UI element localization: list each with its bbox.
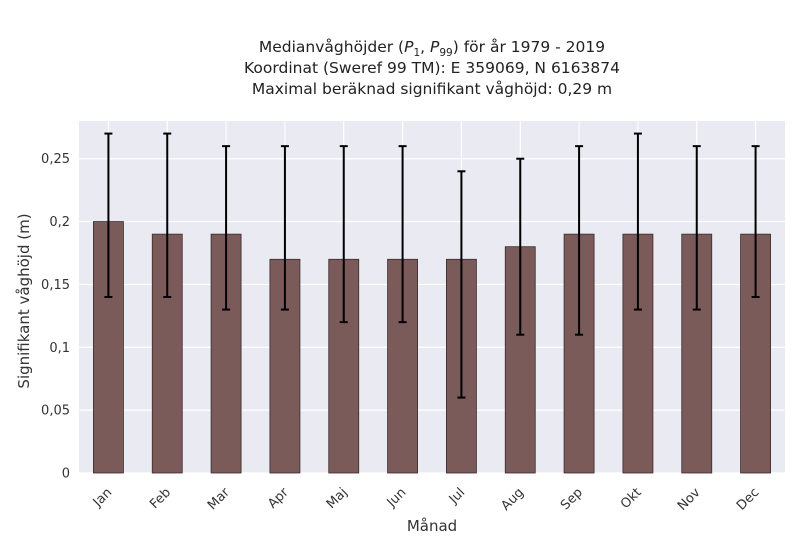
x-tick-label: Jun <box>384 485 410 511</box>
title-line-3: Maximal beräknad signifikant våghöjd: 0,… <box>252 80 612 98</box>
y-tick-label: 0,2 <box>49 215 70 230</box>
x-tick-label: Mar <box>205 485 233 513</box>
errorbar-jul <box>457 170 466 399</box>
plot-area <box>79 121 785 473</box>
x-tick-label: Maj <box>324 485 351 512</box>
errorbar-mar <box>222 145 231 311</box>
errorbar-okt <box>633 132 642 311</box>
errorbar-sep <box>575 145 584 336</box>
y-tick-label: 0,05 <box>41 404 70 419</box>
error-bars <box>104 132 760 399</box>
x-tick-label: Jan <box>90 485 115 510</box>
chart-title: Medianvåghöjder (P1, P99) för år 1979 - … <box>244 38 620 98</box>
errorbar-dec <box>751 145 760 298</box>
y-tick-label: 0,25 <box>41 152 70 167</box>
x-tick-label: Nov <box>675 485 704 514</box>
errorbar-aug <box>516 157 525 336</box>
errorbar-jan <box>104 132 113 298</box>
y-tick-label: 0 <box>62 467 70 482</box>
x-tick-label: Jul <box>446 485 468 507</box>
errorbar-feb <box>163 132 172 298</box>
x-tick-label: Apr <box>265 485 292 512</box>
errorbar-jun <box>398 145 407 324</box>
title-line-2: Koordinat (Sweref 99 TM): E 359069, N 61… <box>244 59 620 77</box>
errorbar-apr <box>280 145 289 311</box>
x-tick-label: Sep <box>558 485 586 513</box>
errorbar-maj <box>339 145 348 324</box>
x-axis-ticks: Jan Feb Mar Apr Maj Jun Jul Aug Sep Okt Nov Dec <box>90 485 763 514</box>
y-tick-label: 0,15 <box>41 278 70 293</box>
x-tick-label: Feb <box>147 485 174 512</box>
x-axis-label: Månad <box>407 517 457 535</box>
title-line-1: Medianvåghöjder (P1, P99) för år 1979 - … <box>259 38 605 59</box>
y-axis-label: Signifikant våghöjd (m) <box>15 213 33 388</box>
y-tick-label: 0,1 <box>49 341 70 356</box>
errorbar-nov <box>692 145 701 311</box>
x-tick-label: Aug <box>499 485 528 514</box>
x-tick-label: Okt <box>618 485 645 512</box>
x-tick-label: Dec <box>734 485 762 513</box>
y-axis-ticks: 0 0,05 0,1 0,15 0,2 0,25 <box>41 152 70 481</box>
